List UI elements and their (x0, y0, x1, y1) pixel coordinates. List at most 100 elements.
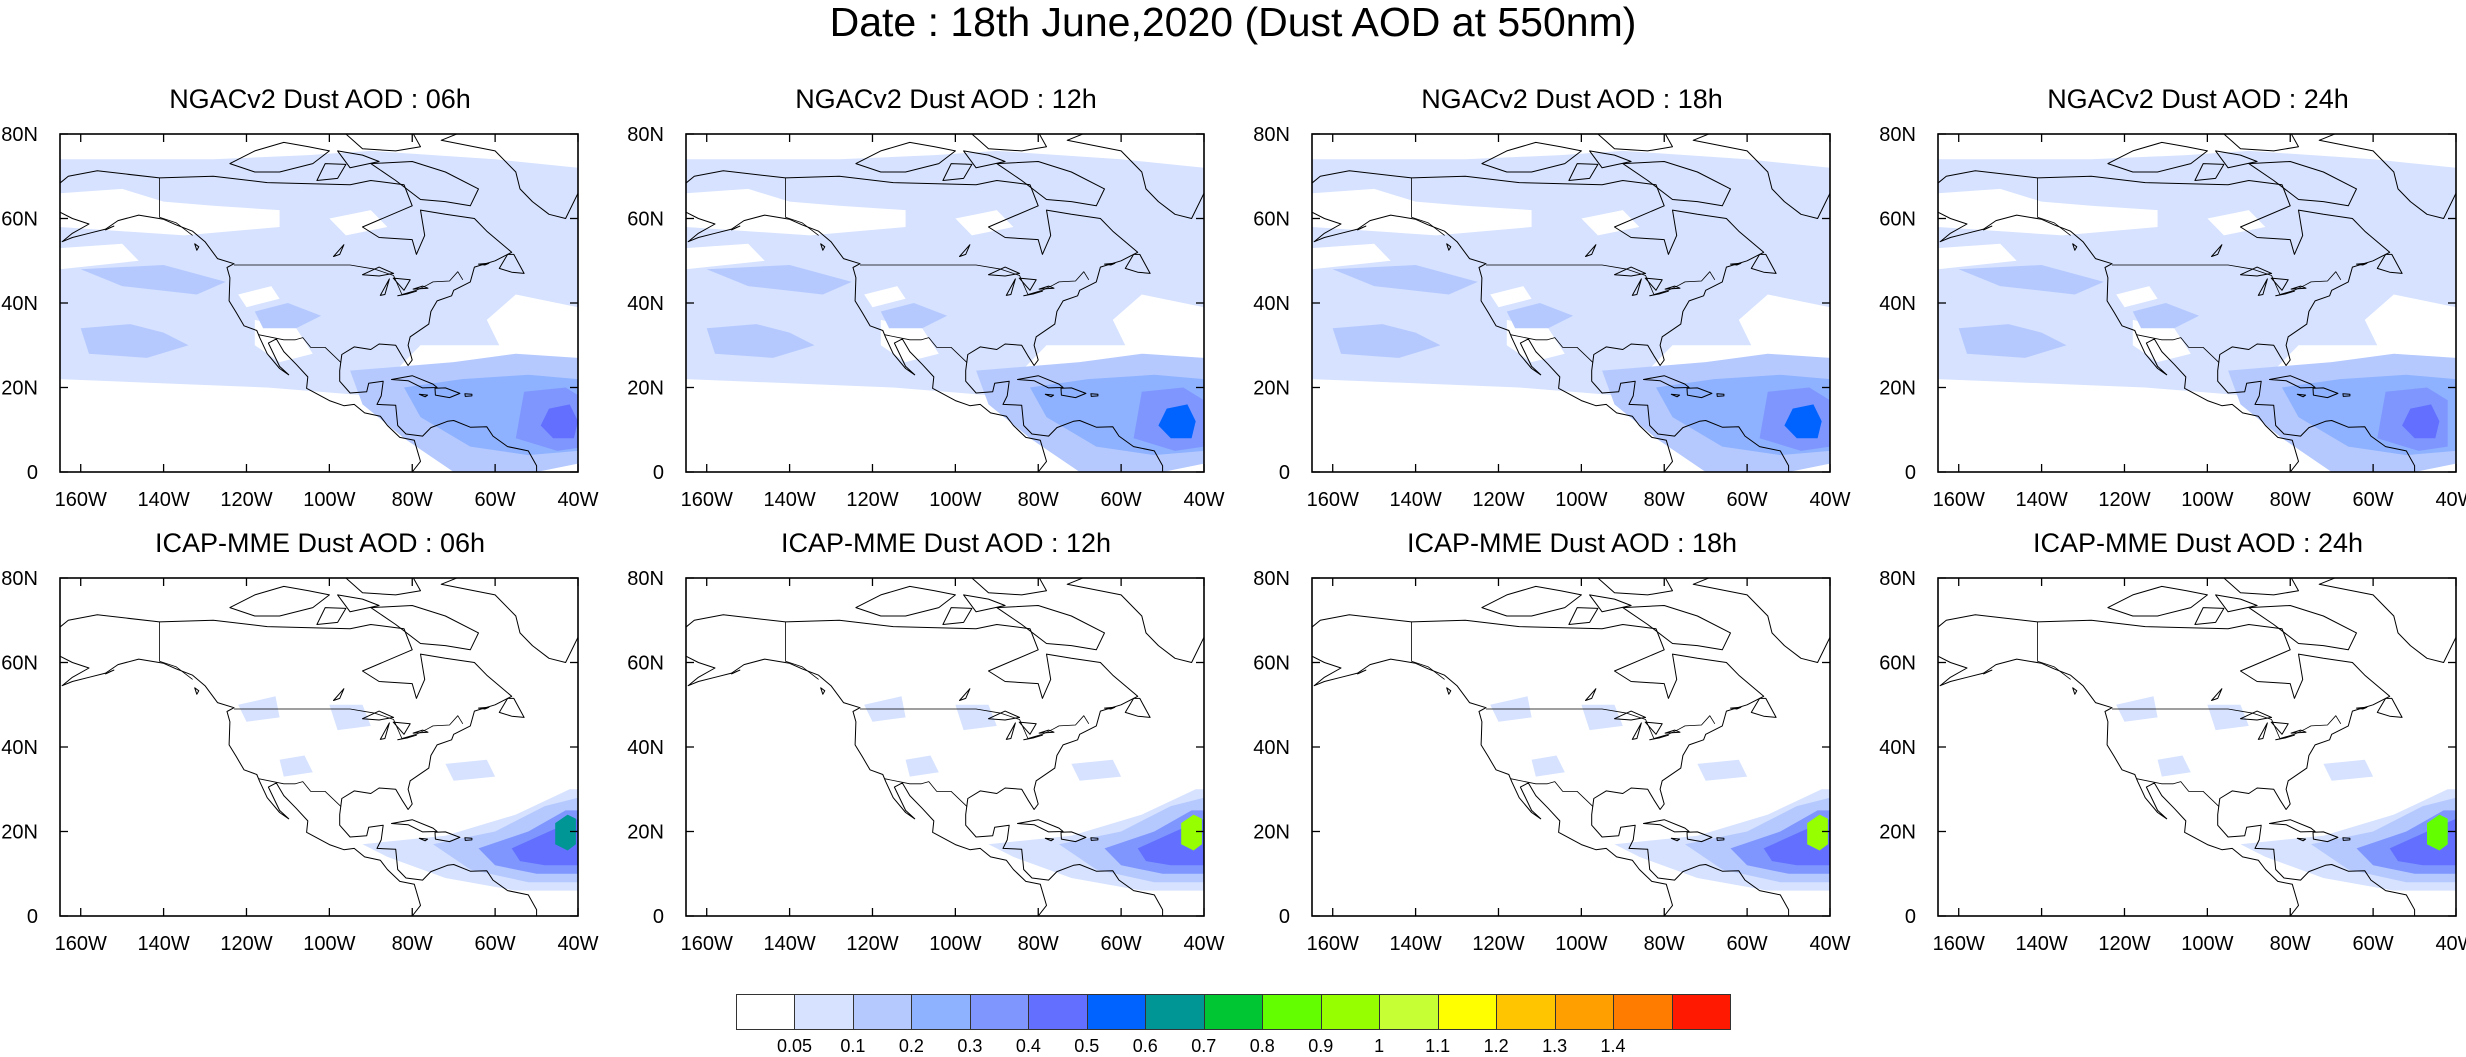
aod-clear-region (864, 286, 906, 308)
island-coastline (942, 607, 973, 625)
aod-plume-core (1784, 404, 1822, 439)
aod-clear-region (329, 210, 388, 236)
lake-outline (1644, 721, 1663, 735)
island-coastline (1017, 375, 1064, 389)
north-america-coastline (1312, 614, 1790, 916)
y-tick-label: 40N (1253, 293, 1290, 315)
aod-field-region (1071, 759, 1122, 781)
island-coastline (194, 243, 200, 251)
greenland-coastline (2318, 578, 2456, 663)
x-tick-label: 140W (2015, 933, 2067, 955)
island-coastline (963, 594, 1006, 613)
y-tick-label: 40N (1, 737, 38, 759)
island-coastline (1643, 375, 1690, 389)
aod-plume-peak (2427, 814, 2448, 851)
island-coastline (1750, 253, 1777, 274)
aod-plume-peak (1807, 814, 1828, 851)
island-coastline (1670, 393, 1681, 398)
island-coastline (1481, 585, 1582, 617)
x-tick-label: 160W (55, 933, 107, 955)
national-border (159, 177, 193, 236)
island-coastline (391, 375, 438, 389)
aod-plume-core (1158, 404, 1196, 439)
baffin-island-coastline (370, 161, 479, 207)
map-svg: 160W 140W 120W 100W 80W 60W 40W 0 20N 40N 60N 80N (1879, 568, 2466, 955)
lake-outline (1005, 278, 1016, 296)
x-tick-label: 80W (1644, 489, 1685, 511)
island-coastline (1090, 393, 1099, 397)
national-border (1486, 708, 1716, 739)
colorbar-swatch (1320, 994, 1381, 1030)
x-tick-label: 120W (846, 489, 898, 511)
y-tick-label: 80N (1, 124, 38, 146)
y-tick-label: 0 (653, 462, 664, 484)
panel-title: ICAP-MME Dust AOD : 12h (780, 528, 1112, 558)
island-coastline (2194, 607, 2225, 625)
aod-clear-region (1312, 188, 1532, 236)
map-svg: 160W 140W 120W 100W 80W 60W 40W 0 20N 40N 60N 80N (1, 568, 598, 955)
greenland-coastline (1692, 134, 1830, 219)
baffin-island-coastline (996, 605, 1105, 651)
x-tick-label: 40W (1183, 489, 1224, 511)
aod-clear-region (2132, 319, 2191, 363)
island-coastline (2312, 831, 2339, 843)
y-tick-label: 20N (627, 378, 664, 400)
greenland-coastline (440, 134, 578, 219)
lake-outline (1614, 266, 1647, 277)
y-tick-label: 80N (1879, 568, 1916, 590)
colorbar-swatch (852, 994, 913, 1030)
colorbar-label: 1.4 (1600, 1036, 1626, 1056)
colorbar-label: 0.05 (776, 1036, 812, 1056)
aod-shading (686, 134, 1204, 472)
colorbar-legend: 0.05 0.1 0.2 0.3 0.4 0.5 0.6 0.7 0.8 0.9 1 1.1 1.2 1.… (736, 994, 1731, 1056)
greenland-coastline (440, 578, 578, 663)
x-tick-label: 160W (1933, 933, 1985, 955)
island-coastline (1104, 262, 1116, 266)
island-coastline (1716, 393, 1725, 397)
lake-outline (333, 244, 345, 257)
x-tick-label: 120W (1472, 933, 1524, 955)
aod-field-region (1958, 324, 2067, 358)
island-coastline (2215, 594, 2258, 613)
y-tick-label: 60N (1879, 653, 1916, 675)
map-svg: 160W 140W 120W 100W 80W 60W 40W 0 20N 40N 60N 80N (1253, 568, 1850, 955)
national-border (1510, 334, 1594, 363)
colorbar-label: 0.9 (1308, 1036, 1334, 1056)
lake-outline (988, 266, 1021, 277)
island-coastline (2312, 387, 2339, 399)
y-tick-label: 0 (27, 462, 38, 484)
national-border (159, 621, 193, 680)
y-tick-label: 60N (1, 209, 38, 231)
island-coastline (464, 393, 473, 397)
x-tick-label: 80W (1644, 933, 1685, 955)
island-coastline (1750, 697, 1777, 718)
lake-outline (2270, 277, 2289, 291)
colorbar-label: 0.5 (1074, 1036, 1100, 1056)
island-coastline (963, 150, 1006, 169)
panel-title: ICAP-MME Dust AOD : 06h (154, 528, 486, 558)
aod-clear-region (955, 210, 1014, 236)
lake-outline (2275, 734, 2295, 741)
island-coastline (434, 387, 461, 399)
colorbar-label: 1.2 (1483, 1036, 1509, 1056)
island-coastline (337, 594, 380, 613)
aod-shading (1938, 578, 2456, 916)
x-tick-label: 160W (1933, 489, 1985, 511)
x-tick-label: 140W (1389, 489, 1441, 511)
aod-plume-core (540, 404, 578, 439)
x-tick-label: 60W (2353, 933, 2394, 955)
island-coastline (820, 687, 826, 695)
aod-clear-region (1738, 294, 1830, 358)
aod-field-region (706, 265, 852, 295)
y-tick-label: 60N (627, 209, 664, 231)
island-coastline (2342, 393, 2351, 397)
island-coastline (1104, 706, 1116, 710)
x-tick-label: 120W (2098, 933, 2150, 955)
x-tick-label: 120W (846, 933, 898, 955)
island-coastline (498, 697, 525, 718)
lake-outline (397, 734, 417, 741)
island-coastline (731, 225, 741, 231)
map-panel: NGACv2 Dust AOD : 18h 160W 140W 120W 100W 80W… (1252, 82, 1852, 522)
x-tick-label: 140W (2015, 489, 2067, 511)
island-coastline (2215, 150, 2258, 169)
